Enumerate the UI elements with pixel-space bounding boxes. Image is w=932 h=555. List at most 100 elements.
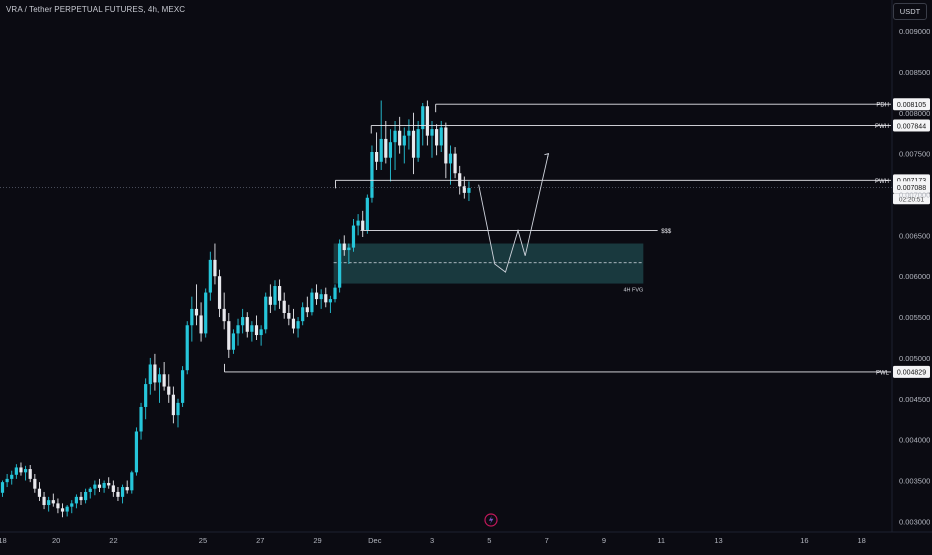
candle-body <box>217 276 222 309</box>
candle-body <box>130 472 134 491</box>
candle-body <box>398 130 402 146</box>
candle-body <box>328 299 332 303</box>
price-tick-label: 0.003500 <box>899 477 930 486</box>
candle-body <box>430 129 434 136</box>
candle-body <box>273 286 277 305</box>
level-price-box <box>893 119 930 132</box>
candle-body <box>125 487 129 491</box>
candle-body <box>10 474 14 479</box>
level-price-box <box>893 365 930 378</box>
level-price-box <box>893 98 930 111</box>
candle-body <box>439 127 443 146</box>
candle-body <box>102 482 106 488</box>
candles <box>0 100 471 518</box>
candle-body <box>444 127 448 164</box>
candle-body <box>157 374 162 383</box>
candle-body <box>74 496 78 504</box>
candle-body <box>268 296 272 305</box>
candle-body <box>139 406 143 432</box>
candle-body <box>356 220 360 226</box>
price-tick-label: 0.003000 <box>899 517 930 526</box>
candle-body <box>361 220 365 231</box>
price-tick-label: 0.008500 <box>899 68 930 77</box>
level-tag: PDH <box>876 103 889 109</box>
time-tick-label: 18 <box>858 536 866 545</box>
candle-body <box>250 325 254 332</box>
candle-body <box>310 292 314 313</box>
candle-body <box>259 329 263 336</box>
time-tick-label: 5 <box>487 536 491 545</box>
level-lines: $$$PDH0.008105PWH0.007844PWH0.007173PWL0… <box>0 98 930 378</box>
fvg-label: 4H FVG <box>623 288 643 294</box>
price-axis: 0.003000 0.003500 0.004000 0.004500 0.005000… <box>899 27 930 526</box>
time-tick-label: 16 <box>800 536 808 545</box>
candle-body <box>291 318 296 329</box>
candle-body <box>338 243 342 288</box>
candle-body <box>97 484 102 488</box>
candle-body <box>181 370 185 403</box>
candle-body <box>458 173 462 187</box>
candle-body <box>379 138 383 162</box>
candle-body <box>190 308 194 326</box>
level-tag: PWL <box>876 370 890 376</box>
price-tick-label: 0.007000 <box>899 190 930 199</box>
candle-body <box>425 106 429 136</box>
price-tick-label: 0.004000 <box>899 436 930 445</box>
candle-body <box>347 247 351 251</box>
candle-body <box>245 317 249 332</box>
time-tick-label: 9 <box>602 536 606 545</box>
candle-body <box>416 129 420 158</box>
time-tick-label: 27 <box>256 536 264 545</box>
symbol-title: VRA / Tether PERPETUAL FUTURES, 4h, MEXC <box>6 5 186 14</box>
level-price-label: 0.008105 <box>897 102 926 109</box>
candle-body <box>227 321 231 350</box>
time-tick-label: 29 <box>313 536 321 545</box>
countdown-box <box>893 193 930 205</box>
candle-body <box>199 315 203 334</box>
candle-body <box>84 491 88 501</box>
candle-body <box>287 312 291 319</box>
grid <box>0 0 932 533</box>
time-tick-label: Dec <box>368 536 382 545</box>
candle-body <box>5 478 9 483</box>
candle-body <box>148 364 152 385</box>
level-tag: PWH <box>875 124 889 130</box>
tradingview-logo-icon <box>484 513 498 527</box>
current-price-box <box>893 181 930 194</box>
candle-body <box>277 286 282 301</box>
candle-body <box>171 394 175 416</box>
candle-body <box>241 317 245 326</box>
candle-body <box>107 482 111 486</box>
current-price-label: 0.007088 <box>897 185 926 192</box>
candle-body <box>314 292 319 300</box>
candle-body <box>194 308 199 316</box>
candle-body <box>342 243 346 251</box>
projection-path <box>478 153 549 273</box>
candle-body <box>204 292 208 334</box>
price-tick-label: 0.009000 <box>899 27 930 36</box>
candle-body <box>231 333 236 350</box>
candle-body <box>462 186 466 193</box>
price-tick-label: 0.007500 <box>899 150 930 159</box>
level-price-label: 0.004829 <box>897 370 926 377</box>
candle-body <box>333 287 337 300</box>
candle-body <box>208 259 212 293</box>
candle-body <box>301 307 305 322</box>
candle-body <box>65 506 69 512</box>
candle-body <box>319 294 323 300</box>
level-tag: PWH <box>875 179 889 185</box>
time-axis: 18 20 22 25 27 29 Dec 3 5 7 9 11 13 16 18 <box>0 513 866 545</box>
candle-body <box>162 374 166 387</box>
candle-body <box>51 500 55 504</box>
candle-body <box>365 197 369 231</box>
currency-button[interactable]: USDT <box>893 3 927 20</box>
candle-body <box>33 478 37 489</box>
candle-body <box>296 321 300 329</box>
candle-body <box>384 138 388 158</box>
fvg-zone <box>333 243 644 284</box>
candle-body <box>388 142 393 158</box>
level-price-label: 0.007844 <box>897 123 926 130</box>
price-tick-label: 0.006500 <box>899 231 930 240</box>
